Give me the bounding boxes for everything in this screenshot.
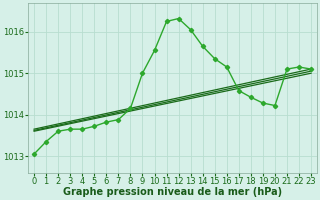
X-axis label: Graphe pression niveau de la mer (hPa): Graphe pression niveau de la mer (hPa) [63,187,282,197]
